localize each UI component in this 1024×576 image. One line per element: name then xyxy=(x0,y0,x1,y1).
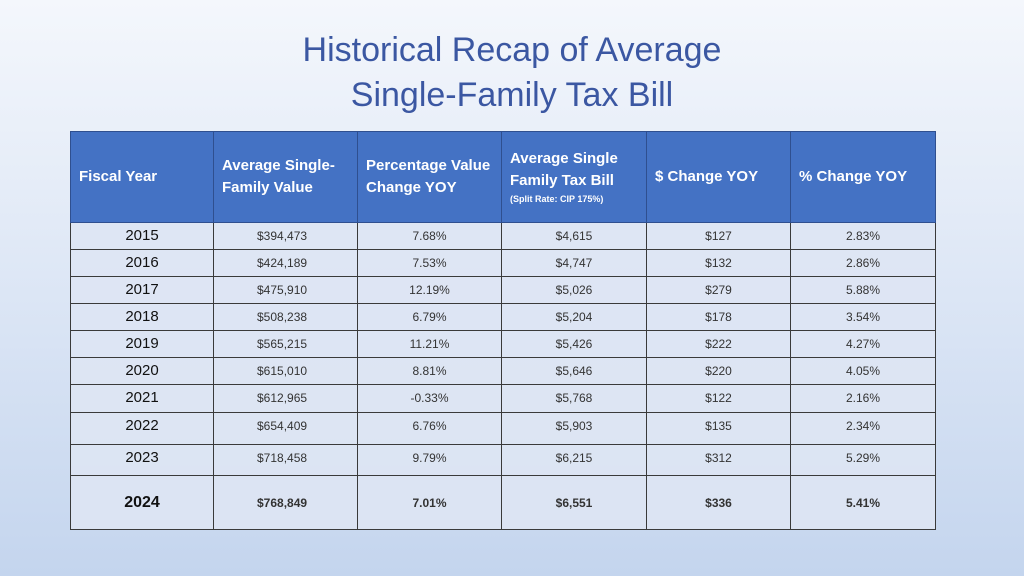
header-average-tax-bill: Average Single Family Tax Bill (Split Ra… xyxy=(501,131,647,223)
cell-tax-bill: $5,768 xyxy=(501,384,647,413)
cell-fiscal-year: 2017 xyxy=(70,276,214,304)
cell-average-value: $718,458 xyxy=(213,444,358,476)
cell-value-change: 12.19% xyxy=(357,276,502,304)
slide-title-line-2: Single-Family Tax Bill xyxy=(350,76,674,114)
cell-average-value: $615,010 xyxy=(213,357,358,385)
cell-fiscal-year: 2021 xyxy=(70,384,214,413)
cell-average-value: $508,238 xyxy=(213,303,358,331)
cell-tax-bill: $6,215 xyxy=(501,444,647,476)
header-label: Average Single Family Tax Bill xyxy=(510,150,618,189)
cell-fiscal-year: 2018 xyxy=(70,303,214,331)
cell-tax-bill: $5,646 xyxy=(501,357,647,385)
cell-value-change: 11.21% xyxy=(357,330,502,358)
cell-average-value: $424,189 xyxy=(213,249,358,277)
table-row: 2024 $768,849 7.01% $6,551 $336 5.41% xyxy=(70,475,936,530)
cell-fiscal-year: 2020 xyxy=(70,357,214,385)
cell-tax-bill: $5,204 xyxy=(501,303,647,331)
cell-dollar-change: $312 xyxy=(646,444,791,476)
cell-average-value: $654,409 xyxy=(213,412,358,445)
cell-value-change: 7.01% xyxy=(357,475,502,530)
cell-dollar-change: $132 xyxy=(646,249,791,277)
table-row: 2020 $615,010 8.81% $5,646 $220 4.05% xyxy=(70,357,936,385)
table-row: 2016 $424,189 7.53% $4,747 $132 2.86% xyxy=(70,249,936,277)
cell-dollar-change: $222 xyxy=(646,330,791,358)
header-label: Average Single-Family Value xyxy=(222,157,335,196)
cell-tax-bill: $5,903 xyxy=(501,412,647,445)
cell-fiscal-year: 2016 xyxy=(70,249,214,277)
cell-value-change: 7.68% xyxy=(357,222,502,250)
cell-dollar-change: $279 xyxy=(646,276,791,304)
cell-value-change: 7.53% xyxy=(357,249,502,277)
cell-average-value: $475,910 xyxy=(213,276,358,304)
table-row: 2017 $475,910 12.19% $5,026 $279 5.88% xyxy=(70,276,936,304)
cell-fiscal-year: 2015 xyxy=(70,222,214,250)
table-body: 2015 $394,473 7.68% $4,615 $127 2.83% 20… xyxy=(70,222,936,530)
header-percentage-value-change: Percentage Value Change YOY xyxy=(357,131,502,223)
header-label: Percentage Value Change YOY xyxy=(366,157,491,196)
header-label: % Change YOY xyxy=(799,168,908,185)
table-row: 2023 $718,458 9.79% $6,215 $312 5.29% xyxy=(70,444,936,476)
table-row: 2015 $394,473 7.68% $4,615 $127 2.83% xyxy=(70,222,936,250)
cell-percent-change: 5.41% xyxy=(790,475,936,530)
header-label: Fiscal Year xyxy=(79,168,158,185)
cell-tax-bill: $5,026 xyxy=(501,276,647,304)
cell-dollar-change: $336 xyxy=(646,475,791,530)
cell-dollar-change: $135 xyxy=(646,412,791,445)
header-sublabel: (Split Rate: CIP 175%) xyxy=(510,194,604,204)
cell-value-change: 9.79% xyxy=(357,444,502,476)
cell-value-change: 6.79% xyxy=(357,303,502,331)
cell-value-change: 6.76% xyxy=(357,412,502,445)
cell-dollar-change: $220 xyxy=(646,357,791,385)
cell-dollar-change: $122 xyxy=(646,384,791,413)
cell-tax-bill: $5,426 xyxy=(501,330,647,358)
header-percent-change: % Change YOY xyxy=(790,131,936,223)
header-label: $ Change YOY xyxy=(655,168,759,185)
cell-percent-change: 2.16% xyxy=(790,384,936,413)
cell-average-value: $394,473 xyxy=(213,222,358,250)
cell-average-value: $612,965 xyxy=(213,384,358,413)
cell-percent-change: 2.83% xyxy=(790,222,936,250)
cell-value-change: 8.81% xyxy=(357,357,502,385)
cell-fiscal-year: 2019 xyxy=(70,330,214,358)
header-dollar-change: $ Change YOY xyxy=(646,131,791,223)
tax-bill-recap-table: Fiscal Year Average Single-Family Value … xyxy=(70,131,936,530)
cell-dollar-change: $127 xyxy=(646,222,791,250)
cell-percent-change: 5.29% xyxy=(790,444,936,476)
cell-percent-change: 4.05% xyxy=(790,357,936,385)
cell-percent-change: 2.34% xyxy=(790,412,936,445)
cell-percent-change: 2.86% xyxy=(790,249,936,277)
table-row: 2018 $508,238 6.79% $5,204 $178 3.54% xyxy=(70,303,936,331)
table-row: 2019 $565,215 11.21% $5,426 $222 4.27% xyxy=(70,330,936,358)
cell-value-change: -0.33% xyxy=(357,384,502,413)
cell-percent-change: 5.88% xyxy=(790,276,936,304)
table-row: 2022 $654,409 6.76% $5,903 $135 2.34% xyxy=(70,412,936,445)
table-row: 2021 $612,965 -0.33% $5,768 $122 2.16% xyxy=(70,384,936,413)
cell-percent-change: 3.54% xyxy=(790,303,936,331)
slide-title-line-1: Historical Recap of Average xyxy=(302,31,722,69)
header-fiscal-year: Fiscal Year xyxy=(70,131,214,223)
table-header-row: Fiscal Year Average Single-Family Value … xyxy=(70,131,936,223)
cell-tax-bill: $4,615 xyxy=(501,222,647,250)
cell-average-value: $768,849 xyxy=(213,475,358,530)
slide-title: Historical Recap of Average Single-Famil… xyxy=(0,28,1024,118)
cell-fiscal-year: 2024 xyxy=(70,475,214,530)
header-average-value: Average Single-Family Value xyxy=(213,131,358,223)
cell-fiscal-year: 2022 xyxy=(70,412,214,445)
cell-fiscal-year: 2023 xyxy=(70,444,214,476)
cell-dollar-change: $178 xyxy=(646,303,791,331)
cell-percent-change: 4.27% xyxy=(790,330,936,358)
cell-tax-bill: $6,551 xyxy=(501,475,647,530)
cell-tax-bill: $4,747 xyxy=(501,249,647,277)
cell-average-value: $565,215 xyxy=(213,330,358,358)
